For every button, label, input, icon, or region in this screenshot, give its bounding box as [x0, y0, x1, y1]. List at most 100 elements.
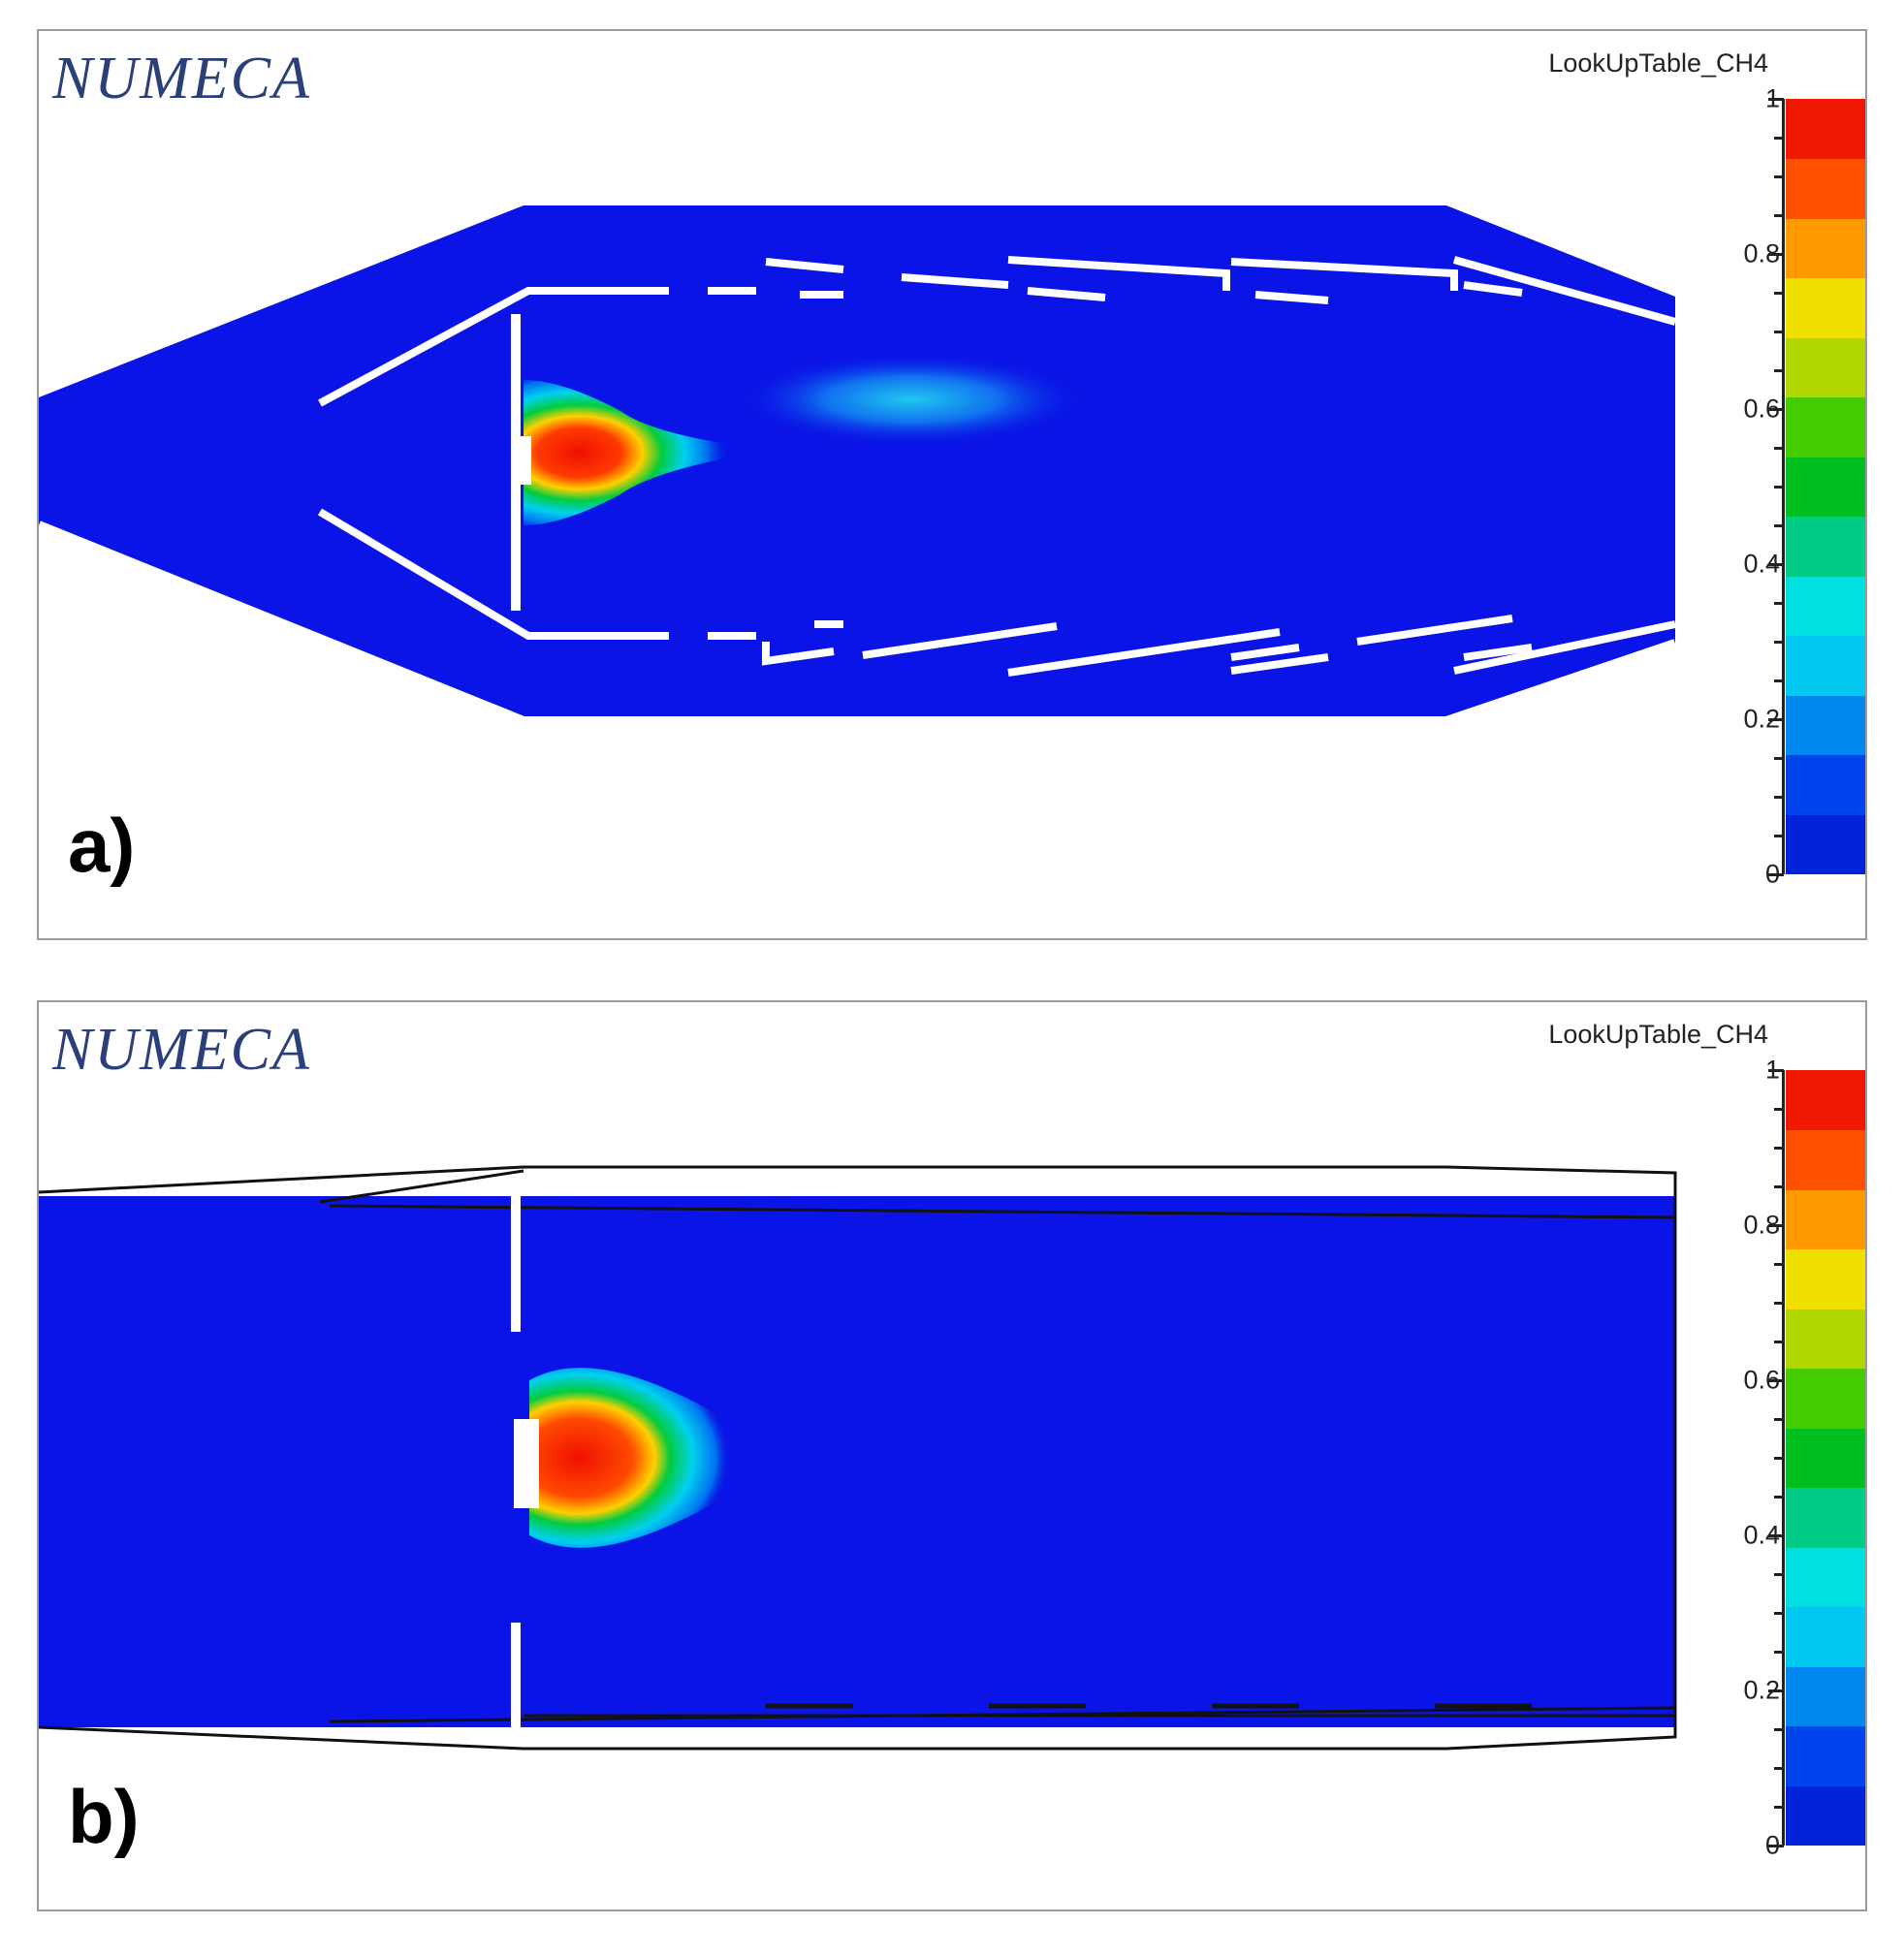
colorbar-minor-tick — [1768, 1379, 1784, 1382]
colorbar-minor-tick — [1774, 679, 1784, 682]
colorbar-tick-label: 0.6 — [1743, 394, 1780, 424]
colorbar-segment — [1786, 1248, 1865, 1310]
colorbar-tick-label: 0.6 — [1743, 1365, 1780, 1395]
colorbar-tick-label: 0.8 — [1743, 1210, 1780, 1240]
panel-label: a) — [68, 803, 136, 888]
colorbar-segment — [1786, 158, 1865, 219]
colorbar-minor-tick — [1774, 486, 1784, 489]
fluid-domain-a — [39, 205, 1675, 721]
contour-plot-b — [39, 1165, 1677, 1751]
brand-logo: NUMECA — [52, 46, 311, 111]
colorbar-minor-tick — [1774, 1573, 1784, 1576]
colorbar-minor-tick — [1774, 175, 1784, 178]
colorbar-segment — [1786, 457, 1865, 518]
casing-outline-b — [39, 1165, 1677, 1751]
colorbar-segment — [1786, 1785, 1865, 1847]
colorbar-segment — [1786, 337, 1865, 398]
colorbar-minor-tick — [1774, 1806, 1784, 1809]
colorbar-segment — [1786, 396, 1865, 458]
contour-plot-a — [39, 205, 1677, 726]
panel-a: NUMECA LookUpTable_CH4 a) 0 0.2 0.4 0.6 0.8 1 — [37, 29, 1867, 940]
colorbar-segment — [1786, 1725, 1865, 1786]
colorbar-minor-tick — [1774, 835, 1784, 837]
colorbar-minor-tick — [1768, 563, 1784, 566]
colorbar: 0 0.2 0.4 0.6 0.8 1 — [1743, 1056, 1865, 1860]
flame-a — [524, 380, 776, 525]
brand-logo: NUMECA — [52, 1017, 311, 1083]
colorbar-minor-tick — [1774, 331, 1784, 333]
colorbar-segment — [1786, 1309, 1865, 1370]
colorbar-segment — [1786, 1129, 1865, 1190]
variable-title: LookUpTable_CH4 — [1548, 1020, 1768, 1049]
colorbar-minor-tick — [1774, 137, 1784, 140]
colorbar-segment — [1786, 516, 1865, 577]
injector-a — [518, 436, 531, 485]
colorbar-minor-tick — [1774, 1263, 1784, 1266]
colorbar-minor-tick — [1768, 98, 1784, 101]
colorbar-minor-tick — [1774, 1457, 1784, 1460]
colorbar-minor-tick — [1774, 292, 1784, 295]
colorbar-minor-tick — [1774, 602, 1784, 605]
colorbar-segment — [1786, 576, 1865, 637]
colorbar-minor-tick — [1774, 369, 1784, 372]
panel-label: b) — [68, 1774, 140, 1859]
colorbar-segment — [1786, 277, 1865, 338]
colorbar-minor-tick — [1774, 1612, 1784, 1615]
colorbar-minor-tick — [1774, 1341, 1784, 1343]
colorbar-minor-tick — [1774, 757, 1784, 760]
colorbar-segment — [1786, 99, 1865, 160]
outer-casing-bottom-a — [39, 521, 1677, 726]
colorbar-minor-tick — [1774, 1767, 1784, 1770]
colorbar-segment — [1786, 814, 1865, 875]
colorbar-minor-tick — [1774, 1418, 1784, 1421]
colorbar-tick-label: 0.2 — [1743, 704, 1780, 734]
colorbar-tick-label: 0 — [1764, 1830, 1780, 1860]
colorbar-tick-label: 0.2 — [1743, 1675, 1780, 1705]
colorbar: 0 0.2 0.4 0.6 0.8 1 — [1743, 84, 1865, 889]
liner-bottom-a — [317, 508, 1676, 677]
colorbar-segment — [1786, 1666, 1865, 1727]
colorbar-minor-tick — [1768, 1689, 1784, 1692]
colorbar-minor-tick — [1774, 214, 1784, 217]
colorbar-segment — [1786, 1070, 1865, 1131]
colorbar-segment — [1786, 754, 1865, 815]
colorbar-minor-tick — [1768, 253, 1784, 256]
colorbar-segment — [1786, 1428, 1865, 1489]
colorbar-minor-tick — [1768, 1534, 1784, 1537]
colorbar-segment — [1786, 218, 1865, 279]
colorbar-minor-tick — [1774, 641, 1784, 644]
injector-b — [514, 1419, 539, 1508]
colorbar-minor-tick — [1774, 796, 1784, 799]
variable-title: LookUpTable_CH4 — [1548, 48, 1768, 78]
colorbar-segment — [1786, 1547, 1865, 1608]
colorbar-tick-label: 1 — [1764, 83, 1780, 113]
panel-b: NUMECA LookUpTable_CH4 b) 0 0.2 0.4 0.6 0.8 1 — [37, 1000, 1867, 1911]
colorbar-minor-tick — [1768, 873, 1784, 876]
fluid-domain-b — [39, 1196, 1675, 1727]
colorbar-minor-tick — [1774, 1302, 1784, 1305]
colorbar-minor-tick — [1774, 1147, 1784, 1150]
colorbar-minor-tick — [1774, 447, 1784, 450]
colorbar-segment — [1786, 635, 1865, 696]
colorbar-tick-label: 0.8 — [1743, 238, 1780, 268]
colorbar-tick-label: 0.4 — [1743, 549, 1780, 579]
colorbar-segment — [1786, 695, 1865, 756]
colorbar-minor-tick — [1768, 408, 1784, 411]
colorbar-segment — [1786, 1606, 1865, 1667]
colorbar-minor-tick — [1774, 524, 1784, 527]
colorbar-tick-label: 0 — [1764, 859, 1780, 889]
colorbar-segment — [1786, 1189, 1865, 1250]
colorbar-minor-tick — [1774, 1651, 1784, 1654]
flame-b — [529, 1368, 776, 1548]
liner-top-a — [318, 256, 1677, 407]
colorbar-tick-label: 0.4 — [1743, 1520, 1780, 1550]
plume-a — [737, 353, 1086, 446]
colorbar-minor-tick — [1768, 718, 1784, 721]
colorbar-minor-tick — [1768, 1069, 1784, 1072]
colorbar-minor-tick — [1774, 1185, 1784, 1188]
colorbar-minor-tick — [1774, 1108, 1784, 1111]
colorbar-tick-label: 1 — [1764, 1055, 1780, 1085]
colorbar-minor-tick — [1774, 1728, 1784, 1731]
colorbar-minor-tick — [1768, 1845, 1784, 1847]
colorbar-segment — [1786, 1487, 1865, 1548]
